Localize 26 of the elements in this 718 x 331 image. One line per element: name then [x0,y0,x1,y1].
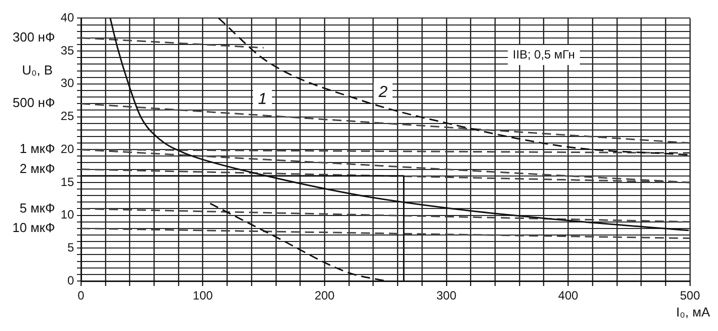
y-axis-title: U₀, В [22,62,53,78]
x-axis-title: I₀, мА [676,304,710,320]
y-tick-label: 5 [67,240,74,254]
y-tick-label: 35 [60,43,74,58]
annotation: 500 нФ [12,95,56,110]
y-tick-label: 0 [67,273,74,288]
x-tick-label: 500 [680,288,700,303]
annotation: 10 мкФ [12,220,56,236]
annotation: 1 [258,91,267,108]
y-tick-label: 20 [60,142,74,156]
annotation: IIB; 0,5 мГн [512,47,575,62]
y-tick-label: 15 [60,174,74,189]
y-tick-label: 30 [60,76,74,90]
annotation: 300 нФ [12,29,56,44]
annotation: 5 мкФ [20,200,56,216]
annotation: 2 мкФ [20,160,56,176]
y-tick-label: 25 [60,109,74,124]
x-tick-label: 300 [436,288,457,303]
annotation: 2 [378,84,388,101]
x-tick-label: 200 [314,288,335,303]
x-tick-label: 100 [192,288,214,303]
annotation: 1 мкФ [20,141,56,156]
y-tick-label: 40 [60,10,74,25]
x-tick-label: 0 [78,288,85,303]
x-tick-label: 400 [558,288,579,303]
y-tick-label: 10 [60,208,74,222]
